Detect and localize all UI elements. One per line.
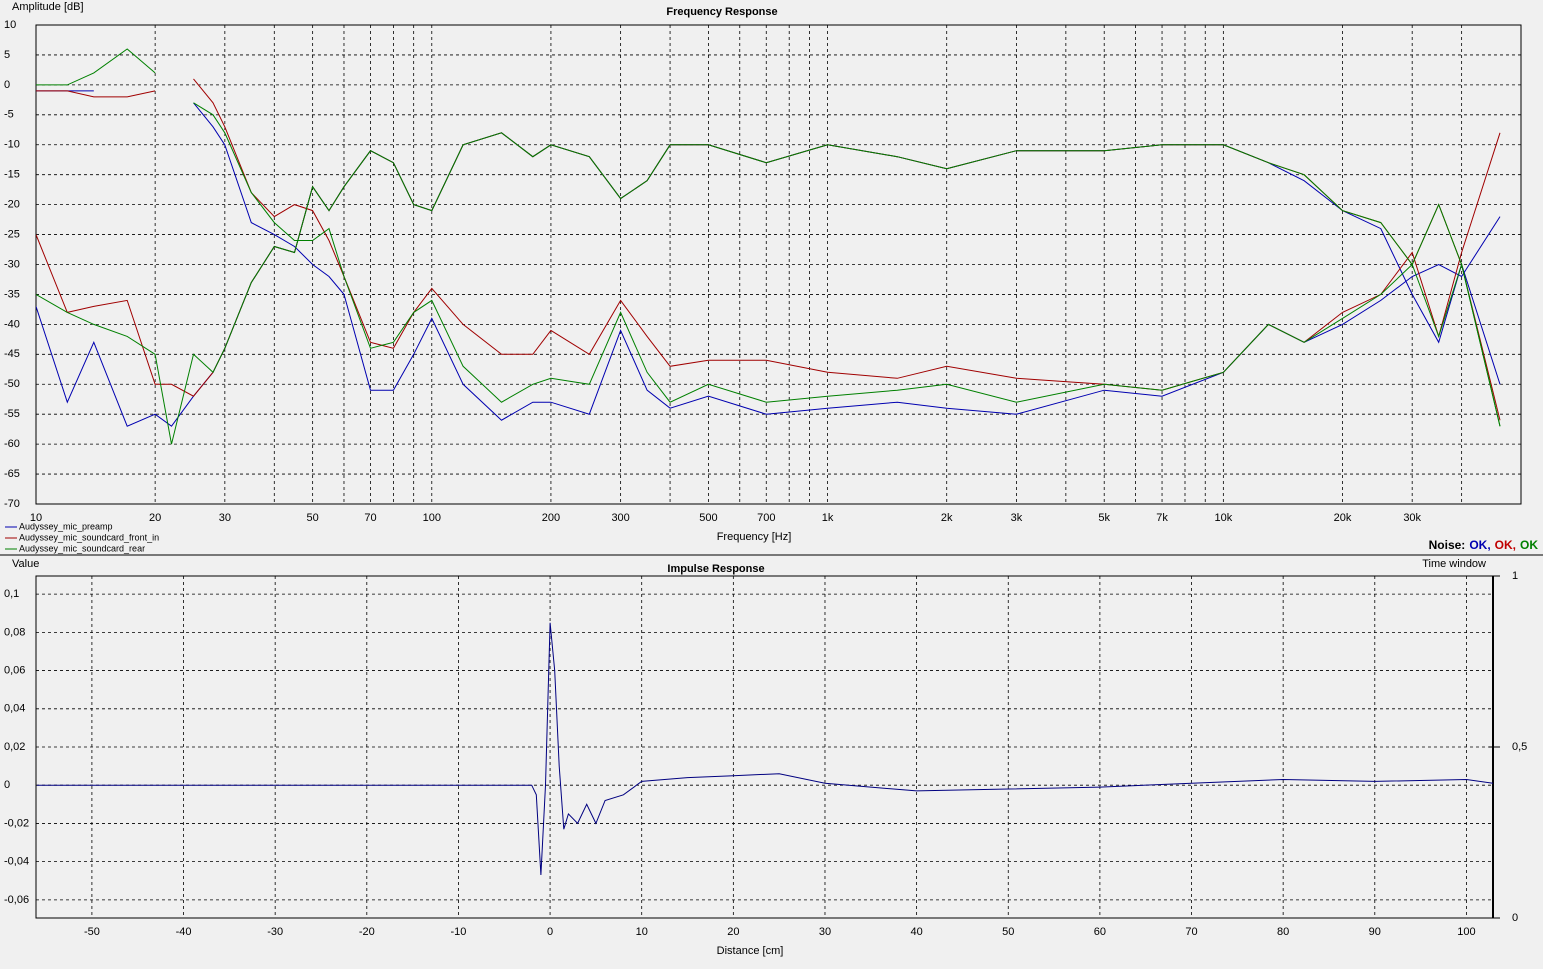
y-tick-label: -50 — [4, 378, 20, 390]
y-tick-label: -70 — [4, 498, 20, 510]
y-tick-label: -25 — [4, 228, 20, 240]
x-tick-label: 7k — [1156, 512, 1168, 524]
noise-status: Noise: OK, OK, OK — [1429, 538, 1539, 552]
series-line — [36, 48, 1501, 427]
x-tick-label: 30 — [219, 512, 231, 524]
x-tick-label: 10 — [30, 512, 42, 524]
y-tick-label: -0,04 — [4, 856, 29, 868]
y-tick-label: -40 — [4, 318, 20, 330]
x-tick-label: 60 — [1094, 926, 1106, 938]
y-tick-label: -0,06 — [4, 894, 29, 906]
y2-tick-label: 1 — [1512, 570, 1518, 582]
y2-tick-label: 0,5 — [1512, 741, 1527, 753]
x-tick-label: 10k — [1214, 512, 1232, 524]
y-tick-label: -0,02 — [4, 817, 29, 829]
y-tick-label: 0,04 — [4, 703, 25, 715]
x-tick-label: 1k — [822, 512, 834, 524]
x-tick-label: 40 — [910, 926, 922, 938]
legend-entry: Audyssey_mic_soundcard_front_in — [19, 532, 159, 542]
x-tick-label: 70 — [1185, 926, 1197, 938]
noise-value: OK — [1520, 538, 1538, 552]
x-tick-label: 100 — [423, 512, 441, 524]
x-tick-label: -20 — [359, 926, 375, 938]
x-tick-label: 700 — [757, 512, 775, 524]
x-tick-label: 50 — [1002, 926, 1014, 938]
y-tick-label: 0 — [4, 779, 10, 791]
chart-title: Impulse Response — [667, 563, 764, 575]
series-line — [36, 132, 1501, 445]
noise-value: OK, — [1495, 538, 1516, 552]
x-tick-label: 2k — [941, 512, 953, 524]
y-tick-label: -55 — [4, 408, 20, 420]
y-tick-label: -60 — [4, 438, 20, 450]
y-tick-label: -15 — [4, 169, 20, 181]
x-tick-label: -50 — [84, 926, 100, 938]
x-tick-label: 300 — [611, 512, 629, 524]
x-tick-label: 50 — [307, 512, 319, 524]
series-line — [36, 622, 1493, 876]
y-tick-label: -30 — [4, 258, 20, 270]
y-tick-label: -45 — [4, 348, 20, 360]
noise-value: OK, — [1469, 538, 1490, 552]
x-tick-label: 20 — [727, 926, 739, 938]
y-tick-label: 0,08 — [4, 626, 25, 638]
x-axis-label: Distance [cm] — [717, 945, 784, 957]
x-tick-label: 200 — [542, 512, 560, 524]
x-tick-label: 80 — [1277, 926, 1289, 938]
x-tick-label: 0 — [547, 926, 553, 938]
y-tick-label: -35 — [4, 288, 20, 300]
y-tick-label: 0,1 — [4, 588, 19, 600]
x-tick-label: -40 — [176, 926, 192, 938]
legend-entry: Audyssey_mic_preamp — [19, 521, 113, 531]
x-tick-label: 100 — [1457, 926, 1475, 938]
x-tick-label: 70 — [364, 512, 376, 524]
y-tick-label: -20 — [4, 199, 20, 211]
legend-entry: Audyssey_mic_soundcard_rear — [19, 543, 145, 553]
x-tick-label: 30k — [1403, 512, 1421, 524]
y2-tick-label: 0 — [1512, 912, 1518, 924]
y-tick-label: 10 — [4, 19, 16, 31]
y2-axis-label: Time window — [1422, 558, 1486, 570]
x-axis-label: Frequency [Hz] — [717, 531, 792, 543]
x-tick-label: 90 — [1369, 926, 1381, 938]
y-tick-label: 0 — [4, 79, 10, 91]
x-tick-label: 20k — [1334, 512, 1352, 524]
x-tick-label: 30 — [819, 926, 831, 938]
x-tick-label: 3k — [1011, 512, 1023, 524]
x-tick-label: 20 — [149, 512, 161, 524]
y-tick-label: -5 — [4, 109, 14, 121]
x-tick-label: 5k — [1098, 512, 1110, 524]
y-tick-label: 5 — [4, 49, 10, 61]
plot-frame — [35, 24, 1522, 505]
y-axis-label: Amplitude [dB] — [12, 1, 84, 13]
noise-label: Noise: — [1429, 538, 1466, 552]
x-tick-label: 500 — [699, 512, 717, 524]
y-tick-label: -65 — [4, 468, 20, 480]
x-tick-label: -10 — [450, 926, 466, 938]
x-tick-label: 10 — [636, 926, 648, 938]
y-tick-label: 0,06 — [4, 664, 25, 676]
x-tick-label: -30 — [267, 926, 283, 938]
chart-title: Frequency Response — [666, 6, 777, 18]
y-tick-label: -10 — [4, 139, 20, 151]
y-tick-label: 0,02 — [4, 741, 25, 753]
y-axis-label: Value — [12, 558, 39, 570]
